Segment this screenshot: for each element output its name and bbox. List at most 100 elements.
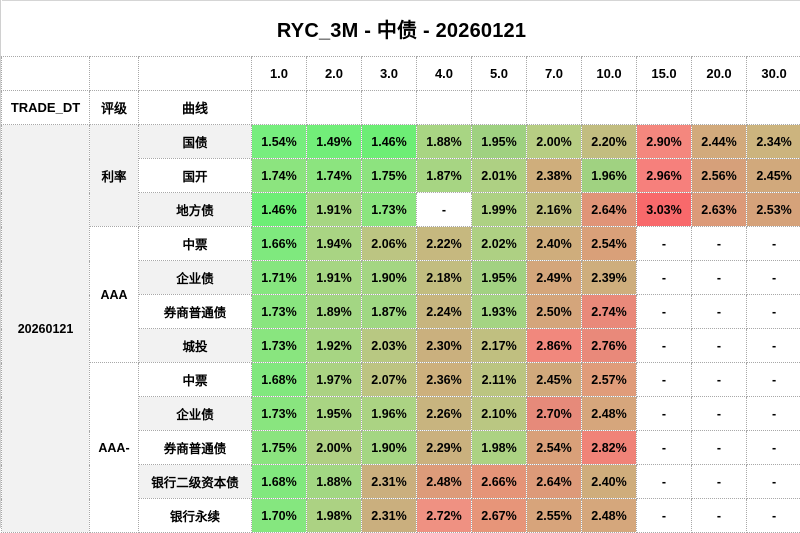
value-cell: 1.73%	[252, 329, 307, 363]
header-spacer-trade-dt	[2, 57, 90, 91]
value-cell: 2.96%	[637, 159, 692, 193]
value-cell: 1.75%	[252, 431, 307, 465]
value-cell: 2.24%	[417, 295, 472, 329]
value-cell: 2.54%	[582, 227, 637, 261]
value-cell: 1.71%	[252, 261, 307, 295]
value-cell: 2.10%	[472, 397, 527, 431]
value-cell: 1.75%	[362, 159, 417, 193]
value-cell: 1.74%	[307, 159, 362, 193]
corner-spacer-5-0	[472, 91, 527, 125]
value-cell: 2.20%	[582, 125, 637, 159]
value-cell: 2.40%	[527, 227, 582, 261]
trade-date-cell: 20260121	[2, 125, 90, 533]
value-cell: 1.95%	[472, 261, 527, 295]
value-cell: 1.91%	[307, 193, 362, 227]
value-cell: 1.46%	[252, 193, 307, 227]
value-cell: -	[692, 499, 747, 533]
value-cell: 2.40%	[582, 465, 637, 499]
value-cell: -	[747, 329, 800, 363]
value-cell: 1.98%	[472, 431, 527, 465]
value-cell: 2.06%	[362, 227, 417, 261]
value-cell: -	[747, 499, 800, 533]
value-cell: 1.98%	[307, 499, 362, 533]
curve-label-cell: 国债	[139, 125, 252, 159]
value-cell: -	[637, 295, 692, 329]
value-cell: -	[747, 397, 800, 431]
value-cell: -	[747, 261, 800, 295]
value-cell: 2.48%	[582, 397, 637, 431]
corner-spacer-4-0	[417, 91, 472, 125]
value-cell: 1.96%	[582, 159, 637, 193]
curve-label-cell: 中票	[139, 363, 252, 397]
value-cell: 2.66%	[472, 465, 527, 499]
value-cell: 2.76%	[582, 329, 637, 363]
value-cell: 1.68%	[252, 363, 307, 397]
value-cell: 2.18%	[417, 261, 472, 295]
value-cell: 2.39%	[582, 261, 637, 295]
value-cell: 2.11%	[472, 363, 527, 397]
value-cell: 1.49%	[307, 125, 362, 159]
value-cell: 2.56%	[692, 159, 747, 193]
value-cell: -	[692, 227, 747, 261]
value-cell: 1.90%	[362, 261, 417, 295]
value-cell: 1.70%	[252, 499, 307, 533]
value-cell: 2.34%	[747, 125, 800, 159]
value-cell: 2.55%	[527, 499, 582, 533]
value-cell: -	[637, 499, 692, 533]
corner-spacer-7-0	[527, 91, 582, 125]
value-cell: 1.92%	[307, 329, 362, 363]
header-spacer-rating	[90, 57, 139, 91]
value-cell: 2.00%	[307, 431, 362, 465]
value-cell: 2.03%	[362, 329, 417, 363]
value-cell: 1.95%	[307, 397, 362, 431]
value-cell: 1.66%	[252, 227, 307, 261]
curve-label-cell: 银行永续	[139, 499, 252, 533]
value-cell: -	[747, 227, 800, 261]
curve-label-cell: 券商普通债	[139, 295, 252, 329]
value-cell: -	[692, 329, 747, 363]
value-cell: 2.02%	[472, 227, 527, 261]
header-curve: 曲线	[139, 91, 252, 125]
value-cell: 1.90%	[362, 431, 417, 465]
value-cell: 2.70%	[527, 397, 582, 431]
value-cell: 2.01%	[472, 159, 527, 193]
value-cell: -	[692, 431, 747, 465]
value-cell: 1.87%	[417, 159, 472, 193]
value-cell: 2.45%	[527, 363, 582, 397]
value-cell: 1.87%	[362, 295, 417, 329]
header-rating: 评级	[90, 91, 139, 125]
tenor-header-5-0: 5.0	[472, 57, 527, 91]
value-cell: 1.73%	[362, 193, 417, 227]
value-cell: 2.16%	[527, 193, 582, 227]
value-cell: -	[692, 295, 747, 329]
value-cell: 1.91%	[307, 261, 362, 295]
value-cell: 2.38%	[527, 159, 582, 193]
curve-label-cell: 券商普通债	[139, 431, 252, 465]
value-cell: 2.36%	[417, 363, 472, 397]
value-cell: 2.26%	[417, 397, 472, 431]
value-cell: 2.57%	[582, 363, 637, 397]
value-cell: -	[692, 397, 747, 431]
value-cell: 2.90%	[637, 125, 692, 159]
value-cell: 2.64%	[582, 193, 637, 227]
value-cell: -	[692, 465, 747, 499]
value-cell: -	[637, 329, 692, 363]
tenor-header-30-0: 30.0	[747, 57, 800, 91]
value-cell: 1.73%	[252, 397, 307, 431]
rating-group-cell: 利率	[90, 125, 139, 227]
tenor-header-2-0: 2.0	[307, 57, 362, 91]
value-cell: 2.22%	[417, 227, 472, 261]
value-cell: 2.72%	[417, 499, 472, 533]
value-cell: -	[747, 363, 800, 397]
value-cell: 1.54%	[252, 125, 307, 159]
value-cell: -	[637, 261, 692, 295]
value-cell: -	[417, 193, 472, 227]
tenor-header-20-0: 20.0	[692, 57, 747, 91]
value-cell: 3.03%	[637, 193, 692, 227]
value-cell: -	[747, 431, 800, 465]
tenor-header-3-0: 3.0	[362, 57, 417, 91]
value-cell: -	[637, 431, 692, 465]
